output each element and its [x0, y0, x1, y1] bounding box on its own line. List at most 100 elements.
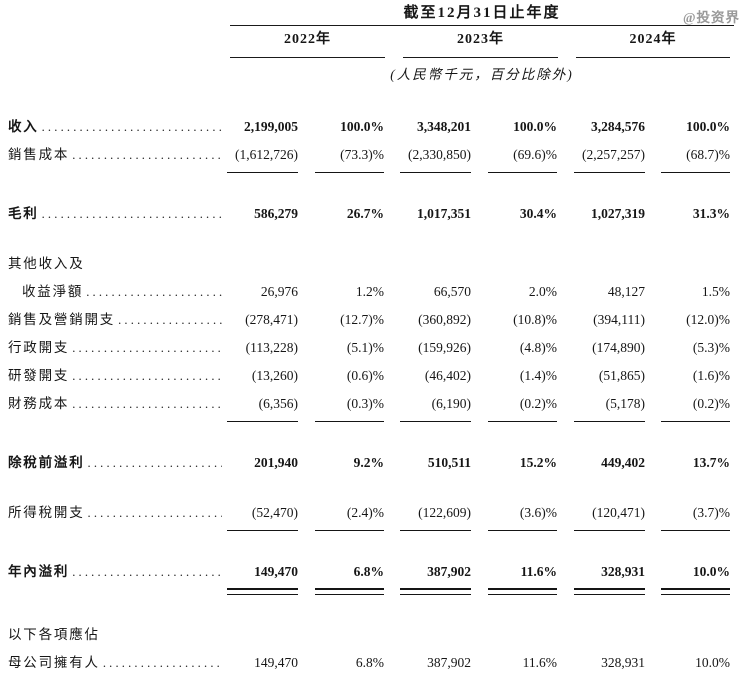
value-amount-2024: 328,931 [601, 655, 645, 670]
value-pct-2022: 6.8% [355, 655, 384, 670]
value-pct-2023: 100.0% [513, 119, 557, 134]
row-label: 除稅前溢利 [8, 455, 85, 470]
value-pct-2023: 15.2% [519, 455, 557, 470]
value-pct-2023: 2.0% [528, 284, 557, 299]
row-label: 銷售成本 [8, 147, 70, 162]
value-amount-2024: (174,890) [592, 340, 645, 355]
value-amount-2023: (159,926) [418, 340, 471, 355]
period-title: 截至12月31日止年度 [403, 5, 561, 21]
dot-leader: ........................................… [41, 120, 222, 134]
rule-row-spacer [8, 169, 222, 178]
rule-row-spacer [8, 586, 222, 599]
table-row: 研發開支 ...................................… [0, 362, 742, 390]
column-rule [227, 421, 298, 422]
value-pct-2023: (1.4)% [519, 368, 557, 383]
column-rule [661, 588, 730, 595]
value-pct-2022: 1.2% [355, 284, 384, 299]
dot-leader: ........................................… [87, 456, 223, 470]
unit-note: (人民幣千元，百分比除外) [390, 67, 574, 82]
value-amount-2023: 387,902 [427, 564, 471, 579]
value-amount-2022: 201,940 [254, 455, 298, 470]
column-rule [400, 588, 471, 595]
value-pct-2022: (12.7)% [340, 312, 384, 327]
rule-row-spacer [8, 418, 222, 427]
watermark: @投资界 [682, 10, 740, 25]
value-amount-2022: (13,260) [251, 368, 298, 383]
column-rule [661, 172, 730, 173]
row-label: 所得稅開支 [8, 505, 85, 520]
column-rule [574, 588, 645, 595]
row-label: 行政開支 [8, 340, 70, 355]
value-amount-2023: 1,017,351 [417, 206, 471, 221]
column-rule [661, 421, 730, 422]
value-pct-2024: 10.0% [692, 564, 730, 579]
value-pct-2024: 31.3% [692, 206, 730, 221]
value-pct-2023: (10.8)% [513, 312, 557, 327]
column-rule [315, 421, 384, 422]
dot-leader: ........................................… [102, 656, 222, 670]
value-pct-2024: 13.7% [692, 455, 730, 470]
table-row: 銷售及營銷開支 ................................… [0, 306, 742, 334]
row-label: 母公司擁有人 [8, 655, 100, 670]
row-label: 財務成本 [8, 396, 70, 411]
value-amount-2023: (2,330,850) [408, 147, 471, 162]
value-amount-2022: (1,612,726) [235, 147, 298, 162]
value-amount-2024: 3,284,576 [591, 119, 645, 134]
value-pct-2024: 1.5% [701, 284, 730, 299]
value-pct-2024: (5.3)% [692, 340, 730, 355]
table-row: 其他收入及 [0, 250, 742, 278]
value-pct-2023: (69.6)% [513, 147, 557, 162]
row-label: 銷售及營銷開支 [8, 312, 116, 327]
column-rule [574, 530, 645, 531]
dot-leader: ........................................… [86, 285, 222, 299]
value-amount-2024: (120,471) [592, 505, 645, 520]
column-rule [400, 530, 471, 531]
year-header-2022: 2022年 [230, 31, 385, 58]
column-rule [315, 588, 384, 595]
value-amount-2024: 449,402 [601, 455, 645, 470]
column-rule [227, 588, 298, 595]
row-label: 研發開支 [8, 368, 70, 383]
value-pct-2022: 100.0% [340, 119, 384, 134]
rule-row-spacer [8, 527, 222, 536]
value-amount-2024: (5,178) [605, 396, 645, 411]
row-label: 以下各項應佔 [8, 627, 100, 642]
dot-leader: ........................................… [41, 207, 222, 221]
value-amount-2022: (278,471) [245, 312, 298, 327]
row-label: 其他收入及 [8, 256, 85, 271]
value-amount-2023: (46,402) [424, 368, 471, 383]
table-row: 銷售成本 ...................................… [0, 141, 742, 169]
value-amount-2022: (113,228) [245, 340, 298, 355]
column-rules-row [0, 169, 742, 178]
column-rule [574, 421, 645, 422]
value-amount-2022: 2,199,005 [244, 119, 298, 134]
value-pct-2024: (1.6)% [692, 368, 730, 383]
table-row: 收入 .....................................… [0, 113, 742, 141]
value-amount-2023: 510,511 [427, 455, 471, 470]
dot-leader: ........................................… [87, 506, 223, 520]
value-pct-2022: (0.6)% [346, 368, 384, 383]
column-rule [488, 530, 557, 531]
value-amount-2022: (6,356) [258, 396, 298, 411]
value-pct-2022: 9.2% [353, 455, 384, 470]
value-pct-2023: (3.6)% [519, 505, 557, 520]
dot-leader: ........................................… [72, 369, 222, 383]
table-header: 截至12月31日止年度 2022年 2023年 2024年 (人民幣千元，百分比… [230, 0, 734, 83]
value-amount-2023: 3,348,201 [417, 119, 471, 134]
value-amount-2024: (394,111) [593, 312, 645, 327]
dot-leader: ........................................… [72, 341, 222, 355]
value-amount-2024: 328,931 [601, 564, 645, 579]
dot-leader: ........................................… [72, 565, 222, 579]
column-rule [315, 172, 384, 173]
column-rule [488, 172, 557, 173]
value-amount-2023: (360,892) [418, 312, 471, 327]
value-pct-2023: (0.2)% [519, 396, 557, 411]
value-amount-2023: (6,190) [431, 396, 471, 411]
value-pct-2022: (5.1)% [346, 340, 384, 355]
table-row: 年內溢利 ...................................… [0, 558, 742, 586]
value-pct-2022: (2.4)% [346, 505, 384, 520]
dot-leader: ........................................… [72, 397, 222, 411]
value-pct-2024: (0.2)% [692, 396, 730, 411]
table-row: 行政開支 ...................................… [0, 334, 742, 362]
value-amount-2024: 1,027,319 [591, 206, 645, 221]
